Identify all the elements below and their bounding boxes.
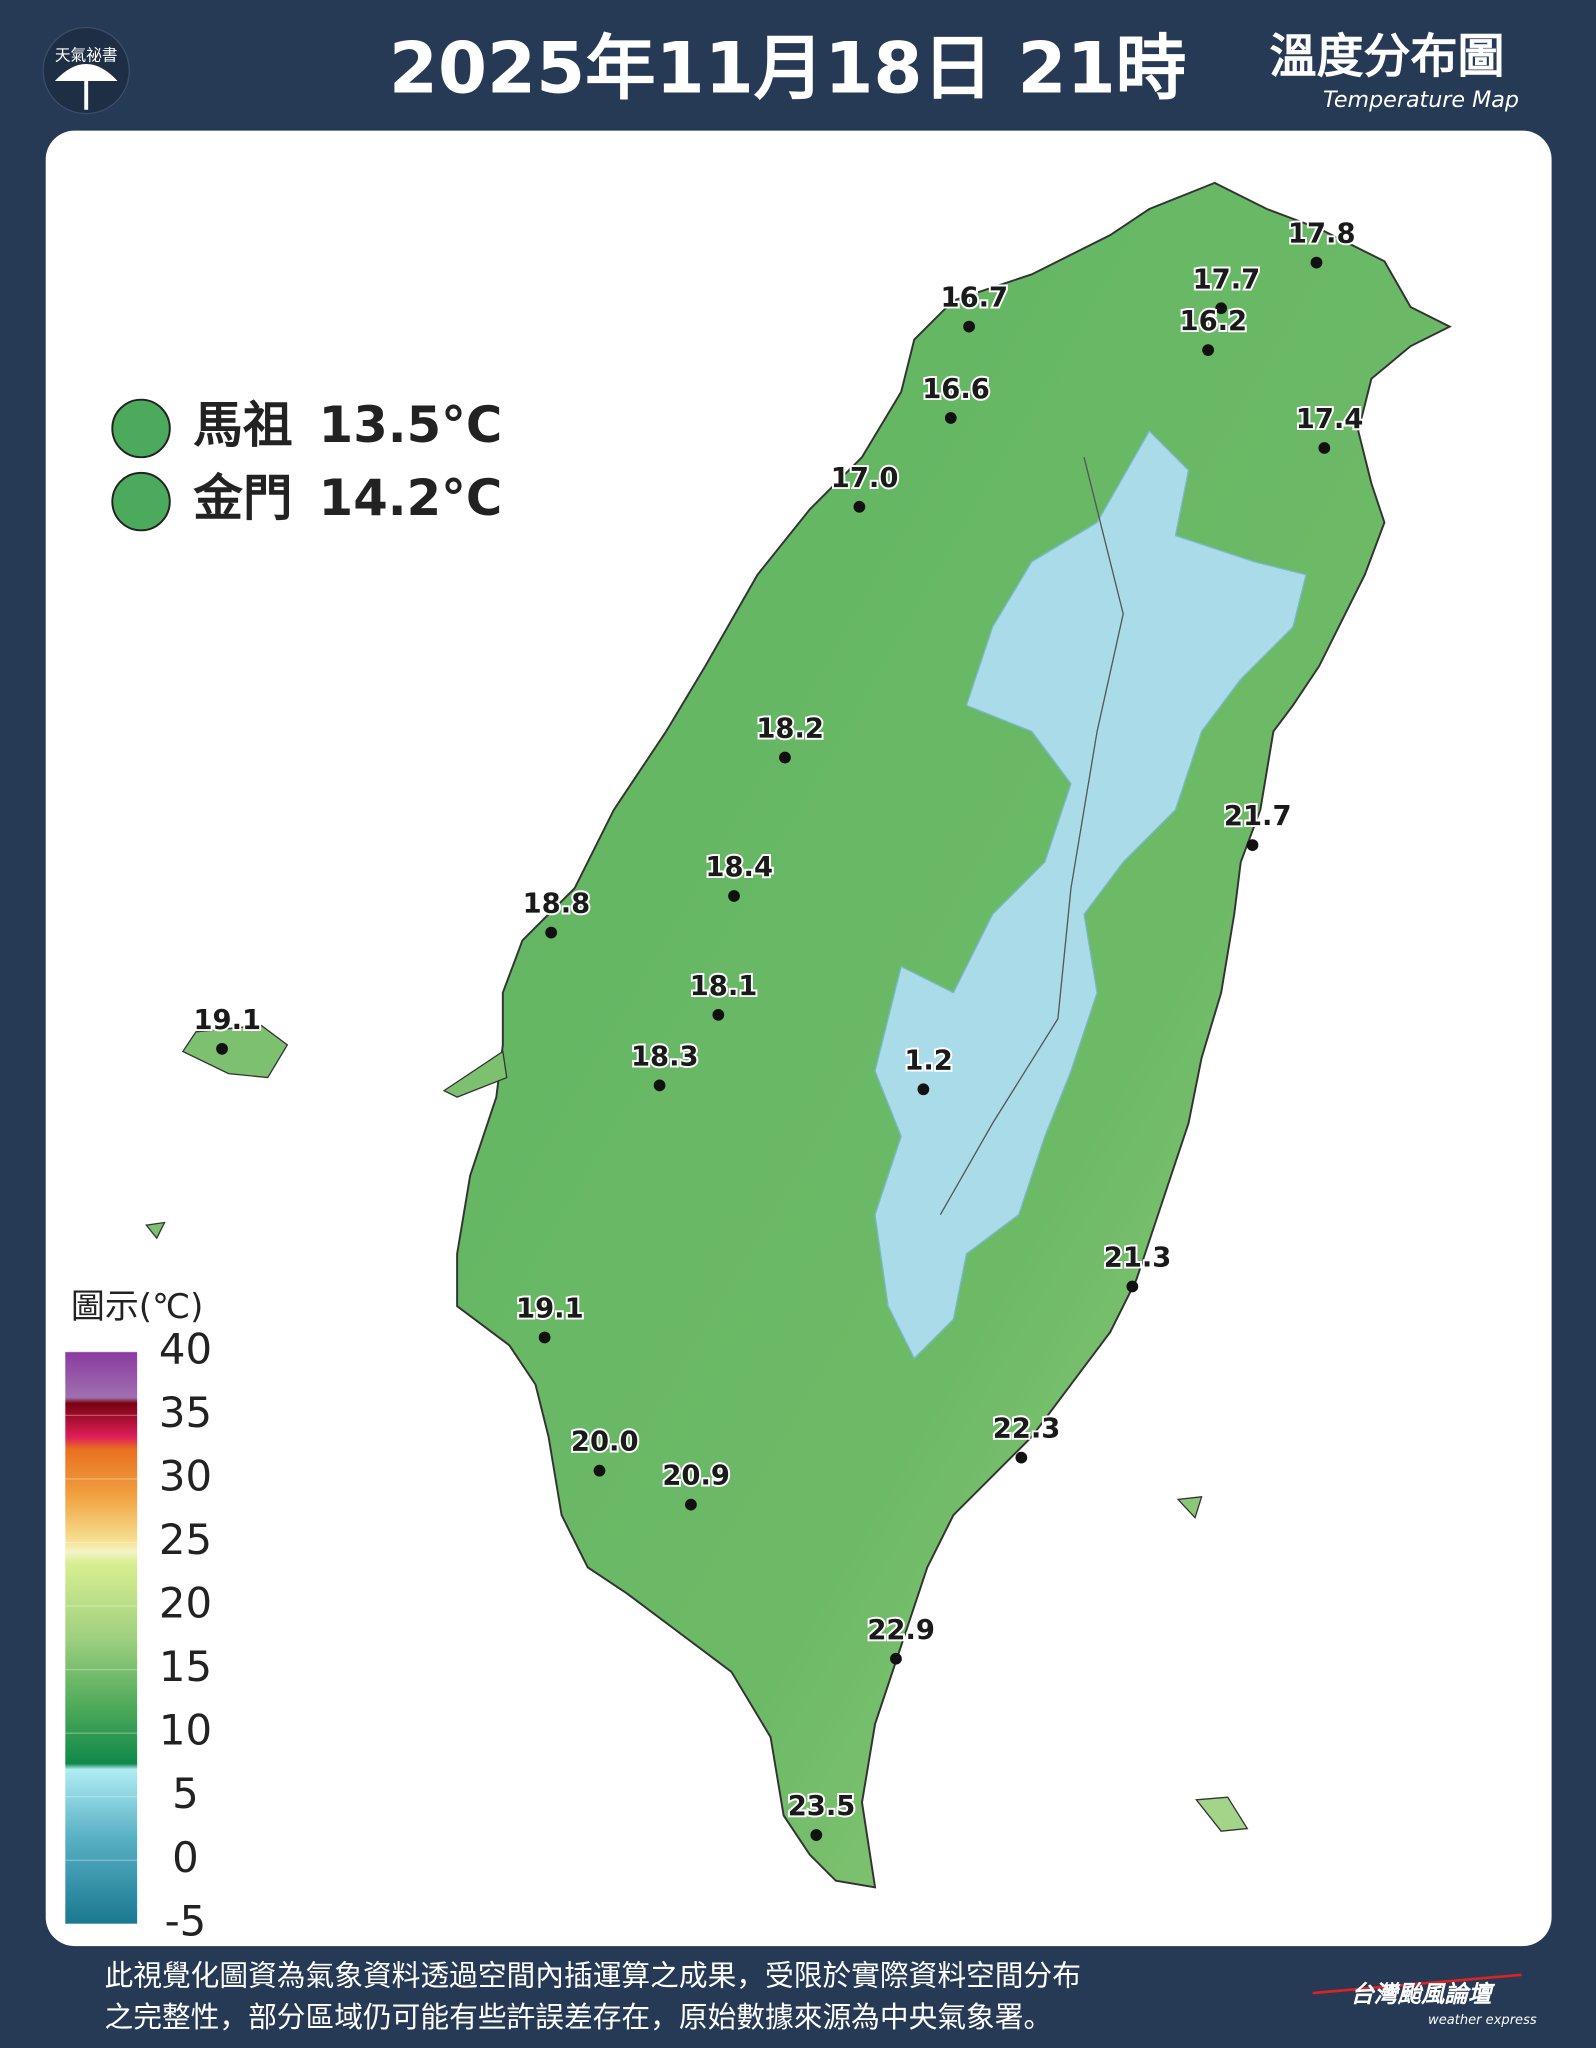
brand-stripe <box>1312 1973 1522 1995</box>
station-temp: 20.0 <box>571 1427 639 1458</box>
brand-sub: weather express <box>1428 2013 1537 2028</box>
station-dot <box>810 1829 823 1841</box>
station-dot <box>653 1079 666 1092</box>
station-temp: 22.9 <box>867 1615 935 1646</box>
station-temp: 16.2 <box>1180 306 1248 337</box>
station-temp: 21.7 <box>1224 801 1292 832</box>
station-dot <box>728 890 740 902</box>
logo: 天氣祕書 <box>42 26 130 115</box>
station-dot <box>1015 1451 1028 1464</box>
station-temp: 22.3 <box>993 1414 1061 1445</box>
outlying-islands: 馬祖 13.5°C 金門 14.2°C <box>111 396 503 532</box>
station-temp: 18.4 <box>705 852 773 883</box>
station-dot <box>1246 839 1259 851</box>
station-temp: 16.6 <box>922 374 990 405</box>
station-temp: 18.2 <box>756 714 824 745</box>
map-subtitle: Temperature Map <box>1323 87 1519 113</box>
island-name: 馬祖 <box>193 396 292 454</box>
station-dot <box>1318 442 1331 454</box>
station-dot <box>963 320 975 333</box>
logo-text: 天氣祕書 <box>55 46 118 65</box>
legend-tick-label: 20 <box>159 1579 212 1628</box>
legend-tick-label: -5 <box>165 1896 207 1945</box>
station-dot <box>890 1652 902 1665</box>
station-dot <box>1126 1280 1139 1293</box>
station-temp: 19.1 <box>193 1005 261 1036</box>
station-dot <box>779 751 791 764</box>
footer-line: 此視覺化圖資為氣象資料透過空間內插運算之成果，受限於實際資料空間分布 <box>104 1958 1080 1992</box>
station-dot <box>538 1331 551 1344</box>
station-dot <box>712 1008 725 1021</box>
station-dot <box>545 926 558 939</box>
station-temp: 23.5 <box>788 1791 856 1822</box>
island-name: 金門 <box>193 469 292 527</box>
station-dot <box>593 1464 606 1477</box>
island-temp: 14.2°C <box>319 469 503 527</box>
station-dot <box>944 412 957 424</box>
stations: 17.8 17.7 16.2 16.7 16.6 17.4 17.0 18.2 21.7 18.4… <box>191 217 1365 1841</box>
colorbar <box>65 1351 138 1924</box>
station-temp: 17.8 <box>1288 219 1356 250</box>
island-marker <box>111 471 171 532</box>
station-dot <box>853 500 866 513</box>
legend-tick-label: 15 <box>159 1642 212 1691</box>
station-temp: 17.4 <box>1296 404 1364 435</box>
footer-line: 之完整性，部分區域仍可能有些許誤差存在，原始數據來源為中央氣象署。 <box>104 2000 1052 2034</box>
station-temp: 19.1 <box>516 1294 584 1325</box>
station-dot <box>1202 344 1214 356</box>
station-temp: 18.8 <box>523 889 591 920</box>
legend: 圖示(℃) 40 35 30 25 20 15 10 5 0 -5 <box>65 1287 212 1945</box>
island-marker <box>111 398 171 459</box>
station-temp: 21.3 <box>1104 1243 1172 1274</box>
station-temp: 17.0 <box>831 463 899 494</box>
legend-tick-label: 35 <box>159 1388 212 1437</box>
station-temp: 18.3 <box>631 1041 699 1072</box>
station-temp: 16.7 <box>941 283 1009 314</box>
legend-tick-label: 10 <box>159 1706 212 1755</box>
legend-tick-label: 30 <box>159 1451 212 1500</box>
brand: 台灣颱風論壇 <box>1350 1980 1495 2008</box>
legend-tick-label: 5 <box>172 1769 199 1818</box>
station-dot <box>216 1042 228 1055</box>
station-temp: 18.1 <box>690 971 758 1002</box>
legend-tick-label: 25 <box>159 1515 212 1564</box>
legend-tick-label: 0 <box>172 1833 199 1882</box>
island-temp: 13.5°C <box>319 396 503 454</box>
legend-title: 圖示(℃) <box>71 1287 203 1327</box>
taiwan <box>145 181 1452 1889</box>
station-temp: 20.9 <box>662 1461 730 1492</box>
station-temp: 17.7 <box>1193 264 1261 295</box>
station-temp: 1.2 <box>904 1045 953 1076</box>
station-dot <box>917 1083 930 1096</box>
station-dot <box>1215 302 1228 315</box>
legend-tick-label: 40 <box>159 1324 212 1373</box>
map-title: 溫度分布圖 <box>1270 30 1505 85</box>
station-dot <box>685 1498 697 1511</box>
station-dot <box>1310 256 1323 269</box>
title: 2025年11月18日 21時 <box>389 28 1186 110</box>
